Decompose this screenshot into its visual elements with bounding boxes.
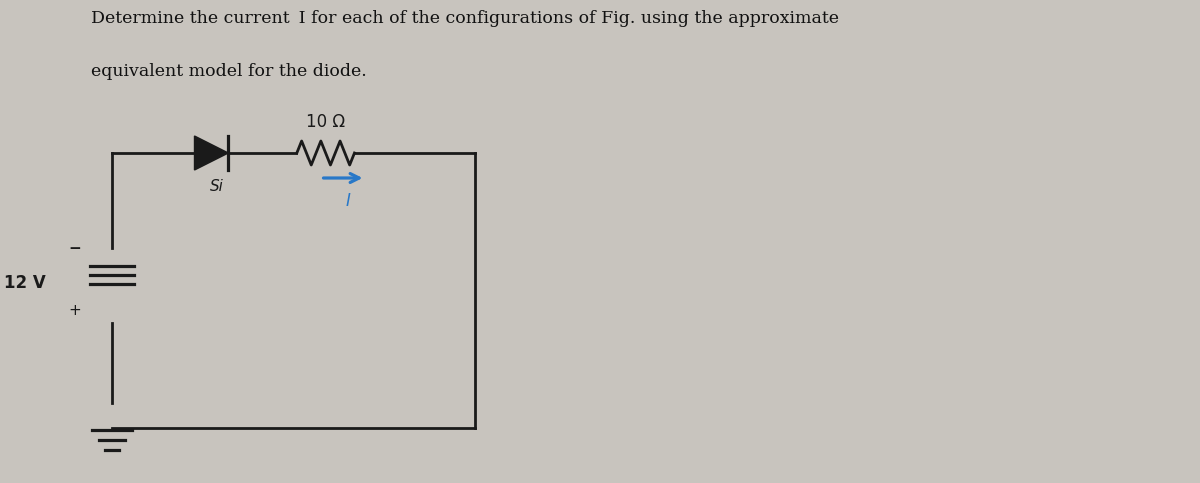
- Polygon shape: [194, 136, 228, 170]
- Text: 12 V: 12 V: [4, 274, 46, 292]
- Text: Si: Si: [210, 179, 223, 194]
- Text: Determine the current  I for each of the configurations of Fig. using the approx: Determine the current I for each of the …: [91, 10, 839, 27]
- Text: +: +: [68, 302, 80, 317]
- Text: I: I: [346, 192, 350, 210]
- Text: −: −: [68, 241, 80, 256]
- Text: 10 Ω: 10 Ω: [306, 113, 346, 131]
- Text: equivalent model for the diode.: equivalent model for the diode.: [91, 63, 367, 80]
